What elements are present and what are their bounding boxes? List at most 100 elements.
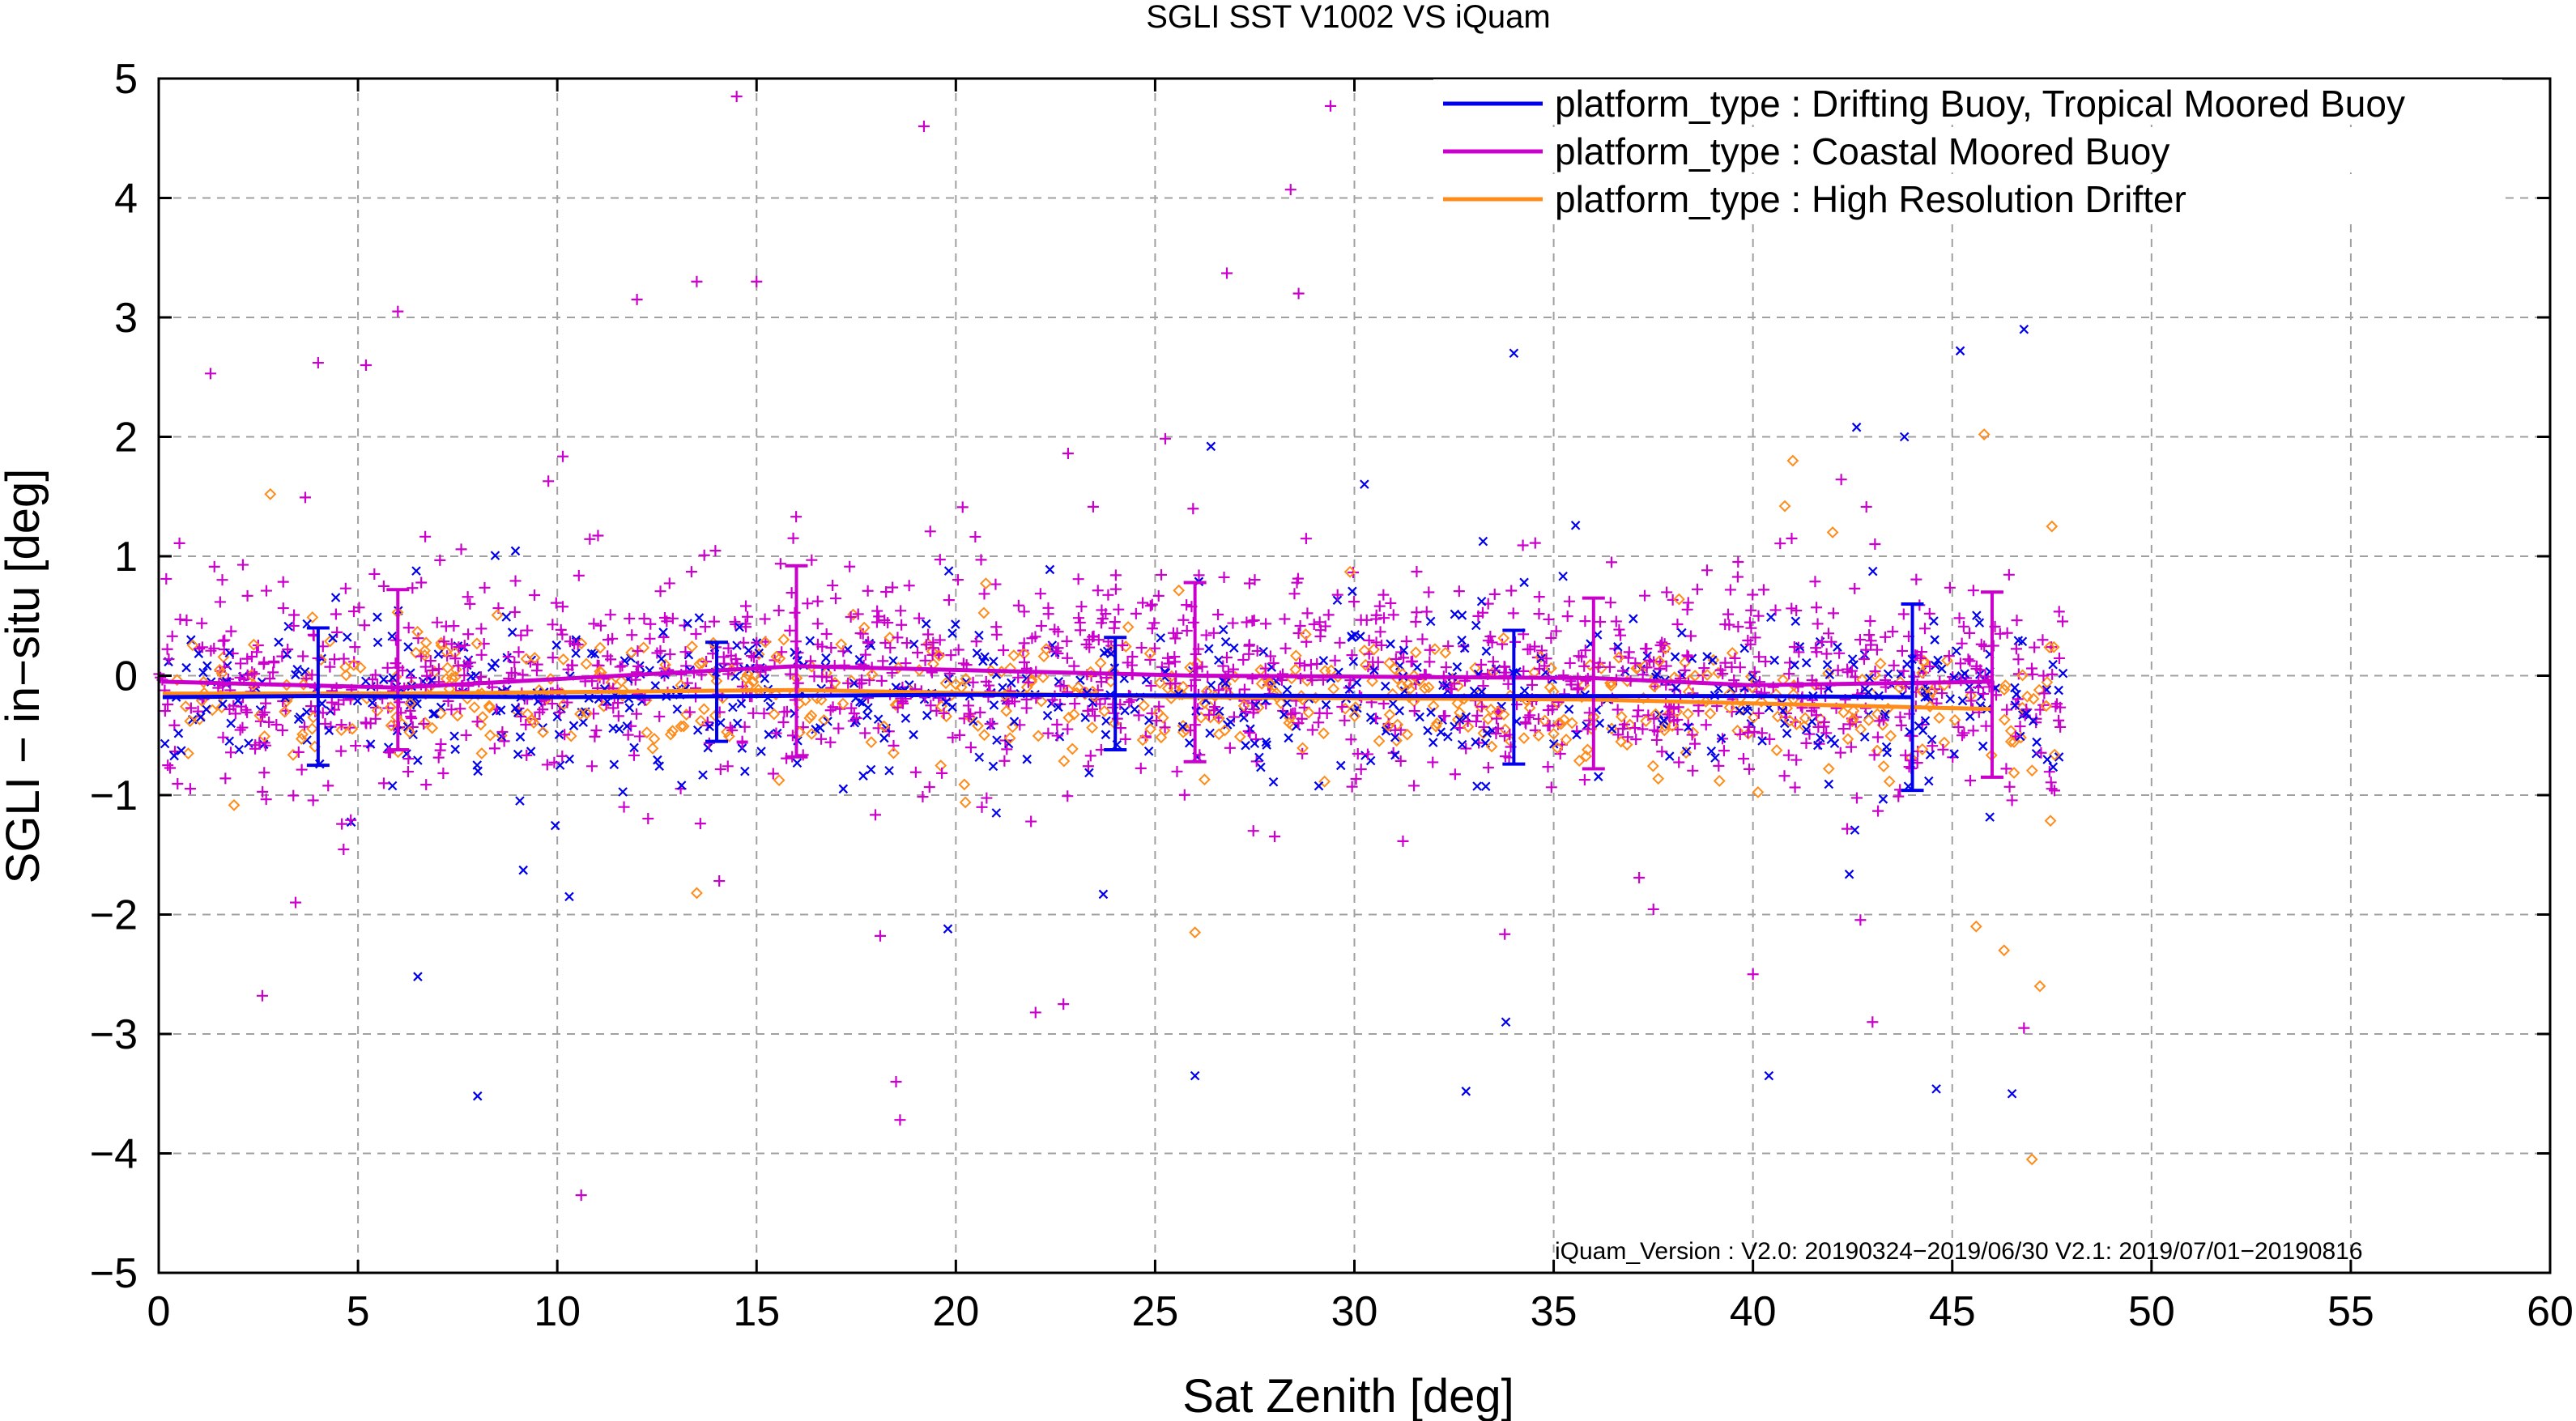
point-drifting-buoy <box>1058 998 1070 1010</box>
point-coastal-moored-buoy <box>528 652 541 664</box>
point-drifting-buoy <box>736 737 748 749</box>
point-drifting-buoy <box>1322 609 1335 621</box>
point-drifting-buoy <box>434 554 446 566</box>
point-drifting-buoy <box>224 703 236 715</box>
point-drifting-buoy <box>1221 267 1233 279</box>
point-high-res-drifter <box>1469 686 1480 696</box>
point-drifting-buoy <box>2003 781 2016 793</box>
point-drifting-buoy <box>464 598 476 610</box>
point-drifting-buoy <box>1207 627 1220 639</box>
point-coastal-moored-buoy <box>1413 674 1425 687</box>
point-drifting-buoy <box>806 554 818 566</box>
point-high-res-drifter <box>1867 566 1878 576</box>
point-drifting-buoy <box>1352 748 1364 760</box>
point-drifting-buoy <box>1764 733 1776 745</box>
point-drifting-buoy <box>1092 585 1104 597</box>
point-drifting-buoy <box>1719 619 1731 631</box>
point-coastal-moored-buoy <box>1799 712 1812 725</box>
point-drifting-buoy <box>229 708 241 720</box>
point-drifting-buoy <box>1656 746 1668 758</box>
mean-line-drifting-buoy <box>162 692 1913 700</box>
point-drifting-buoy <box>458 640 470 652</box>
point-high-res-drifter <box>1390 750 1400 760</box>
point-coastal-moored-buoy <box>739 672 752 685</box>
point-drifting-buoy <box>1346 649 1358 662</box>
point-high-res-drifter <box>1801 657 1812 668</box>
point-drifting-buoy <box>1135 641 1147 653</box>
point-drifting-buoy <box>1224 742 1236 754</box>
point-coastal-moored-buoy <box>677 720 690 733</box>
point-coastal-moored-buoy <box>646 742 659 755</box>
point-drifting-buoy <box>1294 619 1306 632</box>
point-drifting-buoy <box>770 727 782 739</box>
point-drifting-buoy <box>405 672 417 684</box>
point-high-res-drifter <box>1054 702 1063 713</box>
point-drifting-buoy <box>1685 630 1697 642</box>
point-drifting-buoy <box>594 619 607 632</box>
point-high-res-drifter <box>433 649 444 659</box>
point-high-res-drifter <box>328 633 338 643</box>
point-high-res-drifter <box>1613 641 1623 652</box>
point-drifting-buoy <box>1956 730 1969 742</box>
point-coastal-moored-buoy <box>977 606 990 619</box>
point-drifting-buoy <box>172 778 184 790</box>
point-coastal-moored-buoy <box>1781 702 1794 715</box>
point-drifting-buoy <box>1370 613 1382 625</box>
point-drifting-buoy <box>1502 678 1514 690</box>
point-drifting-buoy <box>790 511 803 523</box>
point-coastal-moored-buoy <box>346 722 359 735</box>
point-drifting-buoy <box>432 663 445 675</box>
point-drifting-buoy <box>1499 661 1511 673</box>
point-high-res-drifter <box>1681 747 1692 756</box>
point-high-res-drifter <box>388 673 398 683</box>
legend-high-res-drifter: platform_type : High Resolution Drifter <box>1555 178 2186 220</box>
point-drifting-buoy <box>1177 614 1190 626</box>
point-coastal-moored-buoy <box>468 701 481 714</box>
point-coastal-moored-buoy <box>1084 666 1097 679</box>
point-coastal-moored-buoy <box>933 649 946 662</box>
point-drifting-buoy <box>537 704 549 716</box>
point-drifting-buoy <box>1361 748 1373 760</box>
chart-title: SGLI SST V1002 VS iQuam <box>1146 0 1551 35</box>
point-drifting-buoy <box>162 698 174 710</box>
point-drifting-buoy <box>1227 617 1239 629</box>
point-drifting-buoy <box>832 722 845 734</box>
point-high-res-drifter <box>1045 564 1055 575</box>
point-high-res-drifter <box>1519 686 1530 696</box>
point-high-res-drifter <box>943 566 954 576</box>
point-drifting-buoy <box>896 696 909 708</box>
point-drifting-buoy <box>717 651 730 663</box>
point-drifting-buoy <box>1042 727 1054 739</box>
point-drifting-buoy <box>1820 648 1833 660</box>
point-drifting-buoy <box>923 781 935 793</box>
point-drifting-buoy <box>624 612 636 624</box>
point-coastal-moored-buoy <box>847 608 859 621</box>
point-drifting-buoy <box>1018 606 1030 618</box>
point-high-res-drifter <box>951 619 960 629</box>
point-drifting-buoy <box>1052 626 1064 638</box>
point-drifting-buoy <box>1144 600 1156 612</box>
point-high-res-drifter <box>1930 635 1939 645</box>
point-drifting-buoy <box>1355 614 1367 626</box>
point-coastal-moored-buoy <box>228 798 241 811</box>
point-drifting-buoy <box>661 615 673 628</box>
point-coastal-moored-buoy <box>526 713 539 726</box>
point-drifting-buoy <box>575 1189 587 1202</box>
point-coastal-moored-buoy <box>213 663 226 676</box>
point-drifting-buoy <box>1130 607 1142 619</box>
point-drifting-buoy <box>642 813 654 825</box>
point-coastal-moored-buoy <box>1573 755 1586 767</box>
point-drifting-buoy <box>776 646 788 658</box>
point-drifting-buoy <box>509 606 521 619</box>
point-high-res-drifter <box>1920 692 1930 702</box>
point-drifting-buoy <box>1152 589 1165 602</box>
point-drifting-buoy <box>440 620 452 632</box>
point-coastal-moored-buoy <box>1560 733 1573 746</box>
point-high-res-drifter <box>884 765 894 776</box>
point-drifting-buoy <box>917 791 929 803</box>
point-coastal-moored-buoy <box>475 747 488 759</box>
point-drifting-buoy <box>1123 696 1135 708</box>
point-drifting-buoy <box>1137 597 1149 609</box>
point-coastal-moored-buoy <box>1482 713 1494 725</box>
point-high-res-drifter <box>387 631 397 641</box>
